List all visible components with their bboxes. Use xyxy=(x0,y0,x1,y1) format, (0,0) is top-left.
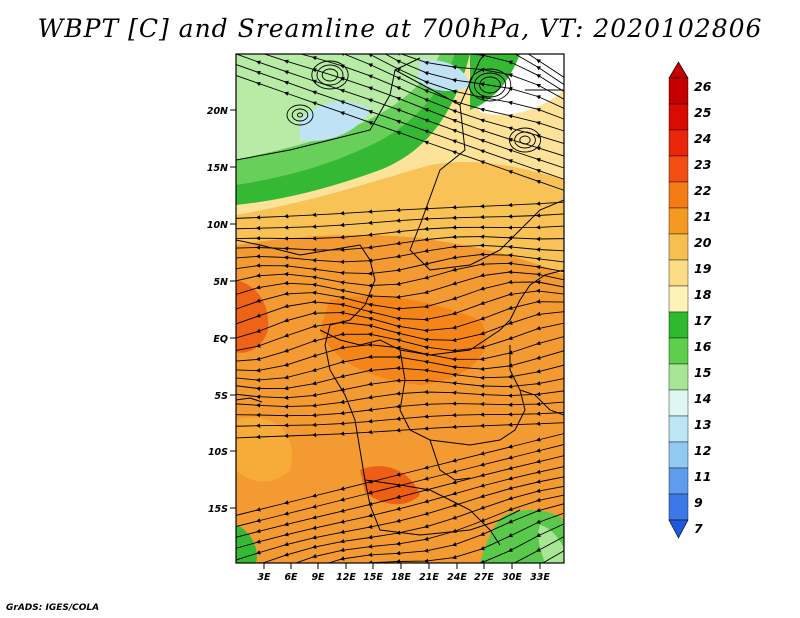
lon-label: 33E xyxy=(530,572,550,583)
colorbar-label: 14 xyxy=(694,391,711,406)
colorbar-swatch xyxy=(668,129,689,157)
streamline-vortex xyxy=(468,68,512,102)
grads-credit: GrADS: IGES/COLA xyxy=(6,603,100,613)
colorbar-label: 16 xyxy=(694,339,712,354)
chart-title: WBPT [C] and Sreamline at 700hPa, VT: 20… xyxy=(37,14,763,43)
lat-label: 20N xyxy=(207,106,228,117)
colorbar-swatch xyxy=(668,155,689,183)
lat-label: 10S xyxy=(208,447,228,458)
streamline-vortex xyxy=(286,104,314,126)
colorbar-swatch xyxy=(668,77,689,105)
lat-label: 15S xyxy=(208,504,228,515)
colorbar-swatch xyxy=(668,311,689,339)
colorbar-min-arrow xyxy=(668,519,689,539)
lon-label: 6E xyxy=(284,572,298,583)
lat-axis: 20N 15N 10N 5N EQ 5S 10S 15S xyxy=(207,106,236,515)
lon-label: 27E xyxy=(474,572,494,583)
colorbar-label: 26 xyxy=(694,79,712,94)
streamlines xyxy=(236,54,564,563)
colorbar-label: 24 xyxy=(694,131,711,146)
colorbar-swatch xyxy=(668,103,689,131)
colorbar-label: 21 xyxy=(694,209,711,224)
lon-label: 18E xyxy=(391,572,411,583)
lat-label: 5N xyxy=(213,277,228,288)
map-frame xyxy=(235,53,565,564)
streamline-vortex xyxy=(321,68,339,82)
colorbar-swatch xyxy=(668,285,689,313)
lat-label: 10N xyxy=(207,220,228,231)
streamline-vortex xyxy=(311,60,349,90)
lat-label: 15N xyxy=(207,163,228,174)
streamline-vortex xyxy=(473,72,507,98)
colorbar-label: 17 xyxy=(694,313,712,328)
streamline xyxy=(236,75,564,191)
streamline-vortex xyxy=(514,131,536,149)
lat-label: EQ xyxy=(213,334,228,345)
lon-axis: 3E 6E 9E 12E 15E 18E 21E 24E 27E 30E 33E xyxy=(257,563,550,583)
streamline-vortex xyxy=(519,135,531,145)
colorbar-label: 15 xyxy=(694,365,712,380)
streamline-vortex xyxy=(296,112,304,118)
colorbar-swatch xyxy=(668,441,689,469)
colorbar-swatch xyxy=(668,415,689,443)
colorbar-swatch xyxy=(668,389,689,417)
lon-label: 9E xyxy=(311,572,325,583)
streamline-vortex xyxy=(508,127,542,153)
field-17-sw xyxy=(236,525,257,563)
colorbar-label: 20 xyxy=(694,235,712,250)
lon-label: 24E xyxy=(447,572,467,583)
colorbar-label: 18 xyxy=(694,287,712,302)
lon-label: 30E xyxy=(502,572,522,583)
colorbar-label: 22 xyxy=(694,183,711,198)
lat-label: 5S xyxy=(215,391,229,402)
colorbar-swatch xyxy=(668,233,689,261)
streamline xyxy=(236,421,564,440)
colorbar-label: 23 xyxy=(694,157,711,172)
lon-label: 3E xyxy=(257,572,271,583)
colorbar-swatch xyxy=(668,363,689,391)
colorbar-label: 19 xyxy=(694,261,712,276)
colorbar: 26 25 24 23 22 21 20 19 18 17 16 15 14 13 12 11 9 7 xyxy=(668,61,712,539)
colorbar-label: 7 xyxy=(694,521,703,536)
lon-label: 15E xyxy=(363,572,383,583)
colorbar-swatch xyxy=(668,493,689,521)
colorbar-label: 9 xyxy=(694,495,703,510)
colorbar-swatch xyxy=(668,259,689,287)
colorbar-label: 13 xyxy=(694,417,711,432)
colorbar-max-arrow xyxy=(668,61,689,79)
lon-label: 21E xyxy=(419,572,439,583)
colorbar-label: 11 xyxy=(694,469,711,484)
streamline-vortex xyxy=(479,76,501,94)
colorbar-swatch xyxy=(668,181,689,209)
colorbar-label: 25 xyxy=(694,105,712,120)
colorbar-swatch xyxy=(668,337,689,365)
streamline-vortex xyxy=(316,64,344,86)
lon-label: 12E xyxy=(336,572,356,583)
colorbar-swatch xyxy=(668,467,689,495)
colorbar-label: 12 xyxy=(694,443,711,458)
colorbar-swatch xyxy=(668,207,689,235)
streamline-vortex xyxy=(291,108,309,122)
